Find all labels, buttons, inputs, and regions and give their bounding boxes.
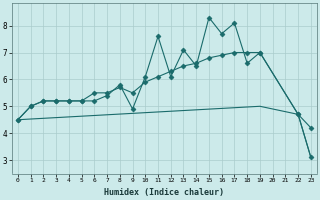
X-axis label: Humidex (Indice chaleur): Humidex (Indice chaleur) [104, 188, 224, 197]
